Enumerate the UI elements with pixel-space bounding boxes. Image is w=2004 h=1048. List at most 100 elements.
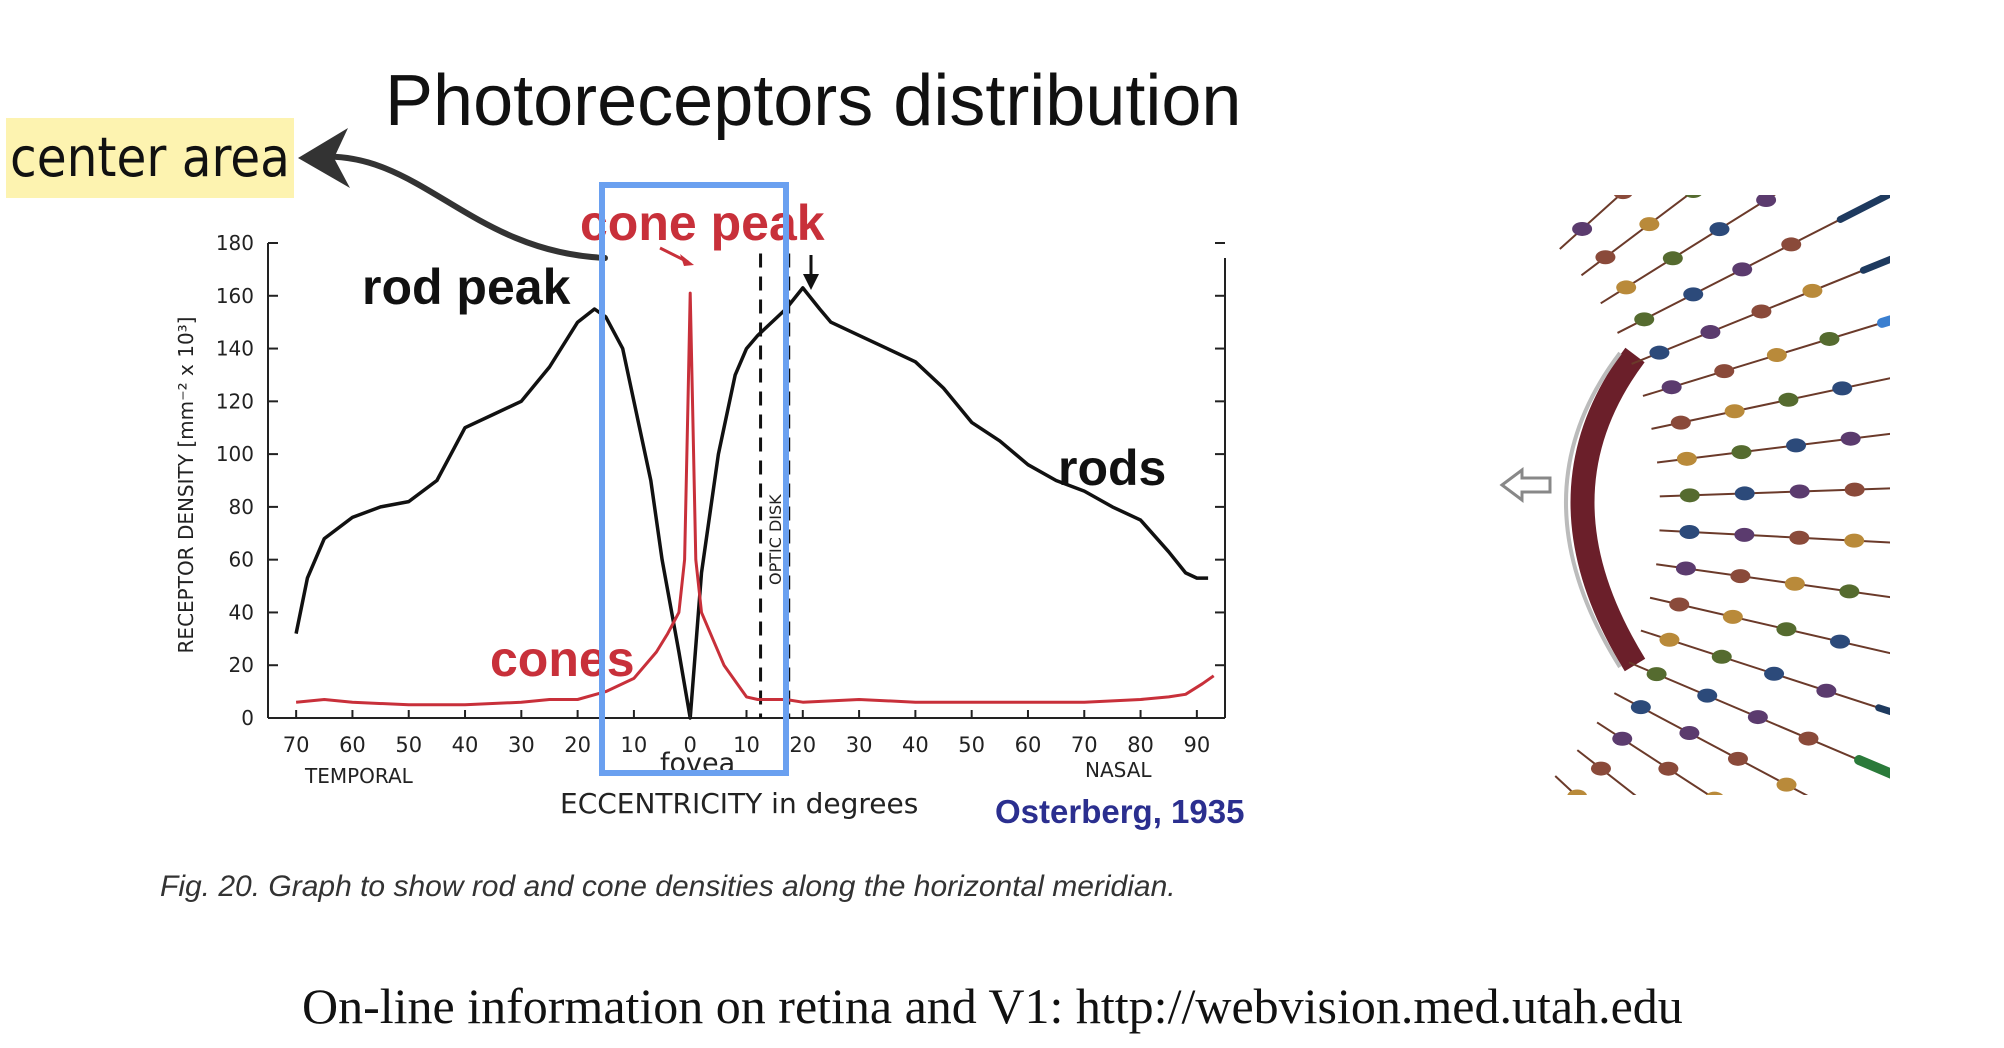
x-tick-label: 60 [339, 733, 366, 757]
retina-cell-body [1567, 789, 1587, 795]
retina-cell-body [1776, 622, 1797, 637]
center-area-label: center area [6, 118, 294, 198]
retina-cell-body [1697, 688, 1718, 703]
retina-cell-body [1590, 761, 1611, 776]
y-tick-label: 100 [216, 442, 254, 466]
retina-axon [1656, 563, 1890, 599]
retina-cell-body [1832, 381, 1853, 396]
rod-photoreceptor [1875, 704, 1890, 716]
retina-axon [1613, 692, 1809, 795]
retina-cell-body [1840, 431, 1861, 446]
retina-cell-body [1844, 533, 1865, 548]
temporal-label: TEMPORAL [304, 764, 414, 788]
retina-cell-body [1730, 569, 1751, 584]
x-tick-label: 30 [846, 733, 873, 757]
retina-cell-body [1646, 667, 1667, 682]
retina-cell-body [1714, 364, 1735, 379]
retina-axon [1576, 749, 1637, 795]
retina-cell-body [1683, 287, 1704, 302]
retina-axon [1656, 432, 1890, 464]
x-tick-label: 0 [684, 733, 697, 757]
citation: Osterberg, 1935 [995, 793, 1244, 830]
retina-cell-body [1705, 791, 1724, 795]
retina-axon [1642, 319, 1890, 397]
retina-cell-body [1669, 597, 1690, 612]
x-tick-label: 30 [508, 733, 535, 757]
x-tick-label: 20 [789, 733, 816, 757]
x-tick-label: 10 [733, 733, 760, 757]
retina-cell-body [1734, 527, 1755, 542]
x-axis-label: ECCENTRICITY in degrees [560, 787, 918, 820]
retina-cell-body [1612, 731, 1633, 746]
x-tick-label: 20 [564, 733, 591, 757]
y-tick-label: 180 [216, 231, 254, 255]
retina-cell-body [1776, 777, 1797, 792]
x-tick-label: 10 [621, 733, 648, 757]
y-tick-label: 60 [229, 548, 254, 572]
y-tick-label: 20 [229, 653, 254, 677]
x-tick-label: 40 [902, 733, 929, 757]
retina-cell-body [1661, 380, 1682, 395]
retina-cell-body [1789, 530, 1810, 545]
retina-cell-body [1658, 761, 1679, 776]
retina-cell-body [1613, 195, 1633, 200]
retina-cell-body [1595, 250, 1616, 265]
y-tick-label: 80 [229, 495, 254, 519]
retina-cell-body [1727, 751, 1748, 766]
y-tick-label: 0 [241, 706, 254, 730]
x-tick-label: 50 [958, 733, 985, 757]
retina-cell-body [1839, 584, 1860, 599]
rods-line [294, 286, 1209, 720]
retina-cell-body [1786, 438, 1807, 453]
retina-axon [1554, 775, 1578, 795]
retina-axon [1559, 195, 1622, 250]
rod-peak-arrow-head [803, 274, 819, 290]
retina-cell-body [1700, 325, 1721, 340]
retina-layers-illustration [1499, 195, 1890, 795]
rod-photoreceptor [1836, 195, 1890, 223]
figure-caption: Fig. 20. Graph to show rod and cone dens… [160, 870, 1176, 903]
x-tick-label: 70 [1071, 733, 1098, 757]
retina-axon [1596, 721, 1711, 795]
rods-annotation: rods [1058, 440, 1166, 496]
x-tick-label: 70 [283, 733, 310, 757]
nasal-label: NASAL [1085, 758, 1152, 782]
retina-cell-body [1781, 237, 1802, 252]
chart-series [294, 286, 1215, 720]
retina-axon [1649, 596, 1890, 655]
retina-cell-body [1751, 304, 1772, 319]
retina-cell-body [1659, 632, 1680, 647]
y-tick-label: 140 [216, 337, 254, 361]
retina-cell-body [1766, 348, 1787, 363]
retina-axon [1659, 529, 1890, 544]
retina-cell-body [1778, 392, 1799, 407]
retina-cell-body [1630, 700, 1651, 715]
cone-peak-pointer-head [680, 254, 694, 266]
center-area-arrow-head [298, 128, 350, 188]
slide-title: Photoreceptors distribution [385, 61, 1242, 141]
retina-cell-body [1709, 222, 1730, 237]
x-tick-label: 60 [1015, 733, 1042, 757]
retina-cell-body [1784, 576, 1805, 591]
footer-reference: On-line information on retina and V1: ht… [302, 978, 1683, 1034]
retina-cell-body [1616, 280, 1637, 295]
y-axis-label: RECEPTOR DENSITY [mm⁻² x 10³] [174, 317, 198, 654]
retina-cell-body [1789, 484, 1810, 499]
cone-photoreceptor [1854, 755, 1890, 779]
retina-cell-body [1844, 482, 1865, 497]
cone-photoreceptor [1877, 315, 1890, 328]
retina-cell-body [1675, 561, 1696, 576]
retina-cell-body [1662, 251, 1683, 266]
y-tick-label: 120 [216, 389, 254, 413]
retina-cell-body [1830, 634, 1851, 649]
retina-cell-body [1685, 195, 1702, 199]
retina-cell-body [1679, 488, 1700, 503]
retina-axon [1651, 377, 1890, 430]
retina-cell-body [1734, 486, 1755, 501]
retina-cell-body [1731, 445, 1752, 460]
center-area-highlight-box [599, 182, 789, 776]
retina-cell-body [1679, 725, 1700, 740]
retina-cell-body [1676, 451, 1697, 466]
center-area-arrow [315, 153, 608, 261]
